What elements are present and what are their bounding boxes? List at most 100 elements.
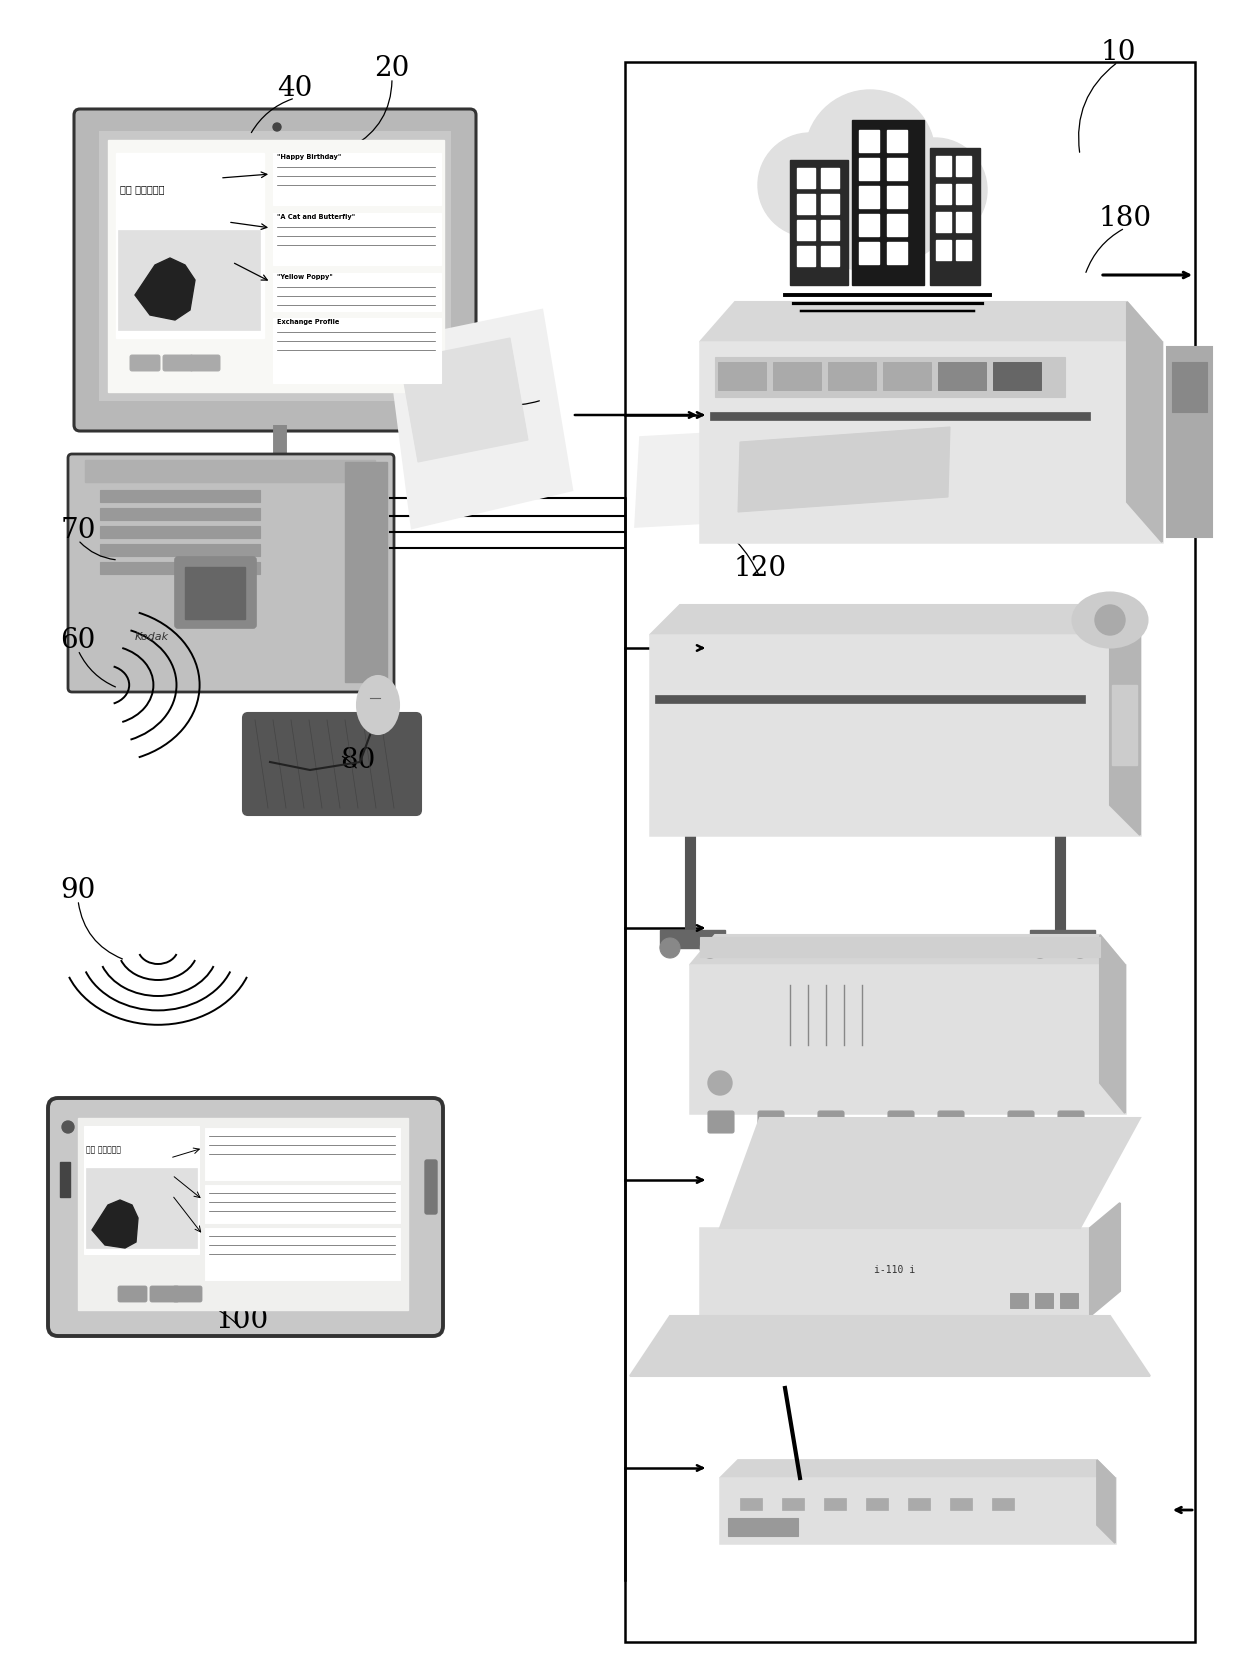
Bar [1030,931,1095,947]
Bar [86,1168,197,1248]
Bar [701,1228,1090,1316]
Text: 20: 20 [374,55,409,82]
Bar [936,157,951,177]
FancyBboxPatch shape [243,712,422,816]
Bar [908,1498,930,1510]
Bar [715,357,1065,397]
Bar [937,362,986,390]
Polygon shape [738,427,950,512]
Polygon shape [1100,936,1125,1113]
Bar [273,214,441,265]
Bar [701,937,1100,957]
FancyBboxPatch shape [162,355,193,370]
FancyBboxPatch shape [425,1159,436,1214]
FancyBboxPatch shape [1058,1111,1084,1133]
FancyBboxPatch shape [888,1111,914,1133]
Bar [956,183,971,203]
Bar [956,240,971,260]
Bar [100,544,260,555]
Text: 90: 90 [61,876,95,904]
FancyBboxPatch shape [758,1111,784,1133]
Bar [689,966,1125,1113]
Bar [728,1518,799,1536]
Text: Exchange Profile: Exchange Profile [277,319,340,325]
Bar [821,168,839,188]
Bar [118,230,260,330]
Bar [887,158,906,180]
FancyBboxPatch shape [708,1111,734,1133]
Text: 100: 100 [216,1306,269,1333]
Bar [1167,347,1211,537]
FancyBboxPatch shape [175,557,255,627]
Ellipse shape [1073,592,1147,647]
Bar [273,319,441,384]
Circle shape [62,1121,74,1133]
FancyBboxPatch shape [190,355,219,370]
Ellipse shape [357,676,399,734]
Bar [936,212,951,232]
Bar [78,1118,408,1309]
Circle shape [758,133,862,237]
Bar [859,158,879,180]
Text: 130: 130 [959,317,1012,344]
Bar [821,245,839,265]
Bar [821,193,839,214]
Bar [84,1126,198,1254]
Bar [205,1184,401,1223]
Bar [797,168,815,188]
Circle shape [883,138,987,242]
FancyBboxPatch shape [68,454,394,692]
Bar [100,490,260,502]
Bar [883,362,931,390]
Bar [993,362,1042,390]
Circle shape [822,177,918,274]
Polygon shape [720,1118,1140,1228]
Text: Kodak: Kodak [135,632,169,642]
Polygon shape [635,417,999,527]
Polygon shape [689,936,1125,966]
Text: 150: 150 [959,944,1012,971]
Bar [936,240,951,260]
Bar [60,1163,69,1198]
Bar [956,212,971,232]
Text: 50: 50 [482,382,517,409]
Polygon shape [92,1199,138,1248]
Text: 110: 110 [358,255,412,282]
Bar [887,130,906,152]
FancyBboxPatch shape [212,459,348,485]
Text: 80: 80 [340,747,376,774]
Ellipse shape [1095,605,1125,636]
Bar [930,148,980,285]
Bar [887,242,906,264]
Bar [655,696,1085,702]
Bar [859,242,879,264]
Circle shape [708,1071,732,1094]
Bar [701,342,1162,542]
Text: 170: 170 [959,1475,1012,1501]
Bar [887,214,906,235]
FancyBboxPatch shape [130,355,160,370]
Bar [936,183,951,203]
Polygon shape [1127,302,1162,542]
Bar [100,525,260,539]
Bar [1112,686,1137,766]
Text: 140: 140 [959,604,1012,632]
Bar [185,567,246,619]
Bar [100,132,450,400]
Bar [1011,1293,1028,1308]
Circle shape [805,90,935,220]
Bar [205,1228,401,1279]
Bar [859,187,879,208]
Bar [992,1498,1014,1510]
Bar [100,509,260,520]
Text: 40: 40 [278,75,312,102]
Bar [718,362,766,390]
Bar [86,460,374,482]
Circle shape [273,123,281,132]
Bar [887,187,906,208]
Bar [825,1498,846,1510]
FancyBboxPatch shape [937,1111,963,1133]
FancyBboxPatch shape [48,1098,443,1336]
FancyBboxPatch shape [818,1111,844,1133]
Bar [797,220,815,240]
